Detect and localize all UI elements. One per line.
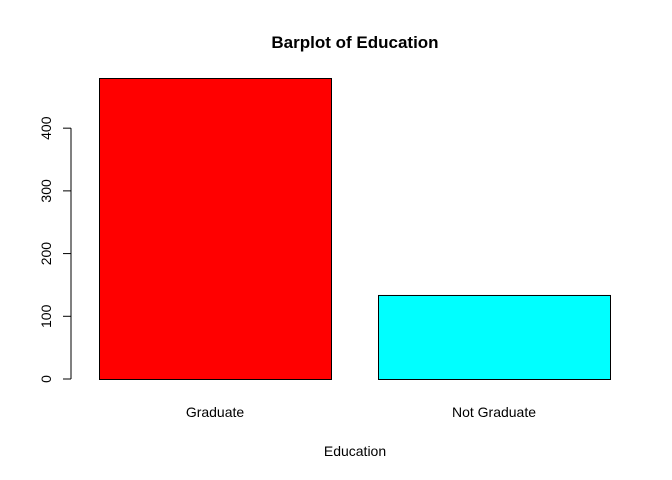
bar-not-graduate [378, 294, 611, 380]
chart-title: Barplot of Education [271, 33, 438, 52]
y-ticks: 0 100 200 300 400 [38, 116, 71, 383]
y-tick-label: 300 [38, 179, 54, 203]
y-tick-label: 400 [38, 116, 54, 140]
y-tick-label: 100 [38, 304, 54, 328]
bar-graduate [99, 78, 332, 380]
x-axis-label: Education [324, 443, 386, 459]
x-tick-label: Graduate [186, 404, 245, 420]
y-tick-label: 0 [38, 375, 54, 383]
x-tick-label: Not Graduate [452, 404, 536, 420]
y-tick-label: 200 [38, 242, 54, 266]
x-tick-labels: Graduate Not Graduate [186, 404, 536, 420]
y-axis: 0 100 200 300 400 [38, 116, 72, 383]
bars [99, 78, 611, 380]
